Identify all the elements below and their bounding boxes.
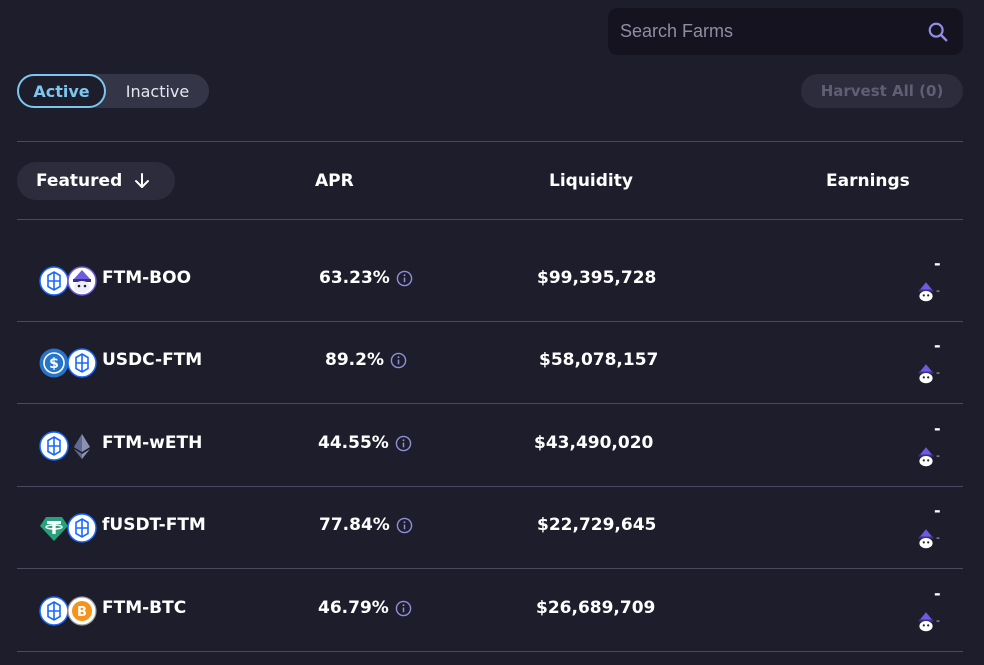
earnings-value: - (934, 419, 941, 438)
boo-icon (918, 612, 934, 632)
info-icon[interactable] (395, 435, 412, 452)
earnings-sub-value: - (936, 614, 940, 627)
boo-icon (918, 447, 934, 467)
pair-icons (39, 513, 97, 543)
apr-value: 44.55% (318, 433, 412, 453)
arrow-down-icon (134, 172, 150, 190)
featured-label: Featured (36, 171, 123, 191)
fantom-icon (39, 266, 69, 296)
pair-name: FTM-BTC (102, 598, 187, 618)
apr-text: 44.55% (318, 433, 389, 453)
apr-text: 46.79% (318, 598, 389, 618)
sort-featured-button[interactable]: Featured (17, 162, 175, 200)
earnings-value: - (934, 254, 941, 273)
pair-name: FTM-wETH (102, 433, 203, 453)
liquidity-value: $26,689,709 (536, 598, 656, 618)
liquidity-value: $22,729,645 (537, 515, 657, 535)
tab-active[interactable]: Active (17, 74, 106, 108)
apr-value: 46.79% (318, 598, 412, 618)
boo-icon (918, 282, 934, 302)
pair-icons (39, 266, 97, 296)
pair-name: fUSDT-FTM (102, 515, 206, 535)
apr-text: 77.84% (319, 515, 390, 535)
apr-text: 89.2% (325, 350, 384, 370)
tab-inactive[interactable]: Inactive (125, 81, 190, 101)
earnings-value: - (934, 584, 941, 603)
boo-icon (67, 266, 97, 296)
earnings-sub-value: - (936, 531, 940, 544)
pair-name: FTM-BOO (102, 268, 192, 288)
usdc-icon: $ (39, 348, 69, 378)
boo-icon (918, 364, 934, 384)
earnings-sub-value: - (936, 449, 940, 462)
pair-name: USDC-FTM (102, 350, 203, 370)
boo-icon (918, 529, 934, 549)
apr-text: 63.23% (319, 268, 390, 288)
search-icon[interactable] (925, 19, 951, 45)
farm-row[interactable]: fUSDT-FTM 77.84% $22,729,645 - - (17, 487, 963, 569)
info-icon[interactable] (390, 352, 407, 369)
divider (17, 219, 963, 220)
info-icon[interactable] (395, 600, 412, 617)
apr-value: 63.23% (319, 268, 413, 288)
column-header-liquidity: Liquidity (549, 171, 633, 191)
harvest-all-button[interactable]: Harvest All (0) (801, 74, 963, 108)
farm-row[interactable]: $ USDC-FTM 89.2% $58,078,157 - - (17, 322, 963, 404)
tether-icon (40, 517, 68, 541)
fantom-icon (39, 431, 69, 461)
farm-row[interactable]: B FTM-BTC 46.79% $26,689,709 - - (17, 570, 963, 652)
earnings-sub-value: - (936, 284, 940, 297)
farm-row[interactable]: FTM-wETH 44.55% $43,490,020 - - (17, 405, 963, 487)
info-icon[interactable] (396, 517, 413, 534)
pair-icons (39, 431, 97, 461)
active-inactive-toggle: Active Inactive (17, 74, 209, 108)
pair-icons: B (39, 596, 97, 626)
search-box[interactable] (608, 8, 963, 55)
earnings-sub-value: - (936, 366, 940, 379)
fantom-icon (67, 348, 97, 378)
liquidity-value: $43,490,020 (534, 433, 654, 453)
svg-text:B: B (77, 605, 87, 620)
column-header-earnings: Earnings (826, 171, 910, 191)
earnings-value: - (934, 336, 941, 355)
earnings-value: - (934, 501, 941, 520)
svg-text:$: $ (49, 356, 59, 372)
liquidity-value: $99,395,728 (537, 268, 657, 288)
farm-row[interactable]: FTM-BOO 63.23% $99,395,728 - - (17, 240, 963, 322)
search-input[interactable] (620, 21, 925, 42)
divider (17, 141, 963, 142)
fantom-icon (67, 513, 97, 543)
fantom-icon (39, 596, 69, 626)
btc-icon: B (67, 596, 97, 626)
info-icon[interactable] (396, 270, 413, 287)
eth-icon (74, 434, 90, 459)
column-header-apr: APR (315, 171, 354, 191)
apr-value: 89.2% (325, 350, 407, 370)
pair-icons: $ (39, 348, 97, 378)
apr-value: 77.84% (319, 515, 413, 535)
liquidity-value: $58,078,157 (539, 350, 659, 370)
